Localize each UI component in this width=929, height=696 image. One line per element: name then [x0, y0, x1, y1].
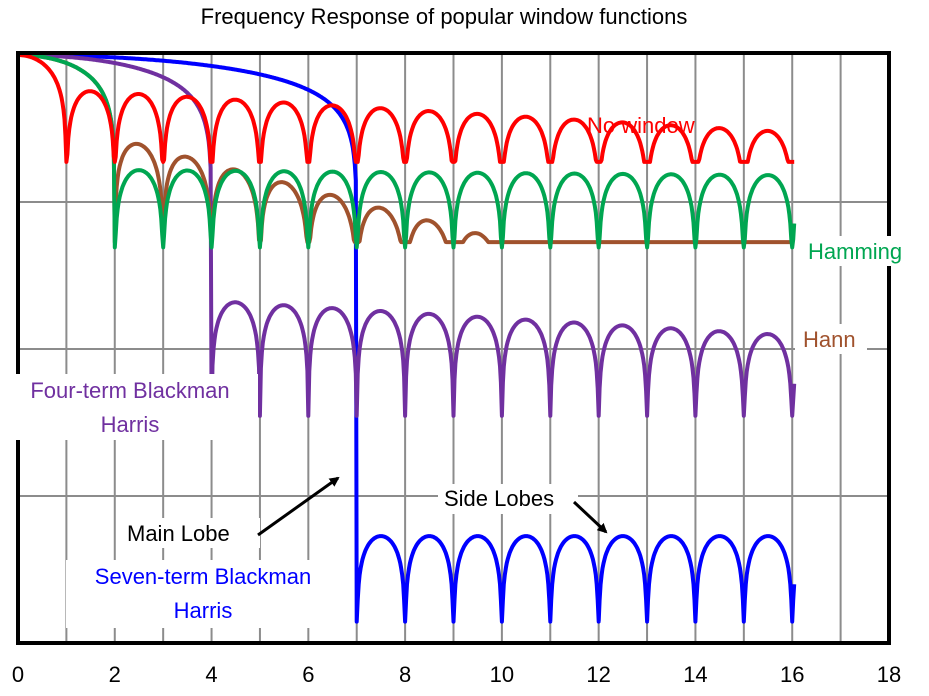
grid	[18, 55, 889, 643]
x-tick-label: 4	[205, 662, 217, 687]
annotation-main-lobe: Main Lobe	[127, 521, 230, 546]
x-tick-label: 12	[586, 662, 610, 687]
plot-frame	[16, 51, 891, 645]
series-line-seven-term-blackman-harris	[17, 53, 797, 624]
series-line-no-window	[17, 53, 796, 164]
annotation-side-lobes: Side Lobes	[444, 486, 554, 511]
label-no-window: No window	[587, 113, 695, 138]
x-tick-label: 16	[780, 662, 804, 687]
x-tick-label: 8	[399, 662, 411, 687]
x-tick-labels: 0 2 4 6 8 10 12 14 16 18	[12, 662, 901, 687]
label-hann: Hann	[803, 327, 856, 352]
label-seven-term-line2: Harris	[174, 598, 233, 623]
x-tick-label: 14	[683, 662, 707, 687]
main-lobe-arrow	[257, 476, 340, 537]
label-hamming: Hamming	[808, 239, 902, 264]
x-tick-label: 18	[877, 662, 901, 687]
series-group	[17, 53, 797, 624]
label-four-term-line1: Four-term Blackman	[30, 378, 229, 403]
label-four-term-line2: Harris	[101, 412, 160, 437]
x-tick-label: 10	[490, 662, 514, 687]
x-tick-label: 2	[109, 662, 121, 687]
series-line-hamming	[17, 53, 797, 250]
chart-title: Frequency Response of popular window fun…	[201, 4, 688, 29]
series-line-four-term-blackman-harris	[17, 53, 797, 418]
x-tick-label: 0	[12, 662, 24, 687]
label-seven-term-line1: Seven-term Blackman	[95, 564, 311, 589]
side-lobes-arrow	[572, 500, 608, 534]
x-tick-label: 6	[302, 662, 314, 687]
